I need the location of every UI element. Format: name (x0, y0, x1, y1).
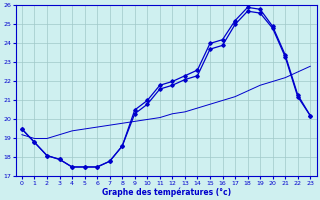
X-axis label: Graphe des températures (°c): Graphe des températures (°c) (101, 187, 231, 197)
